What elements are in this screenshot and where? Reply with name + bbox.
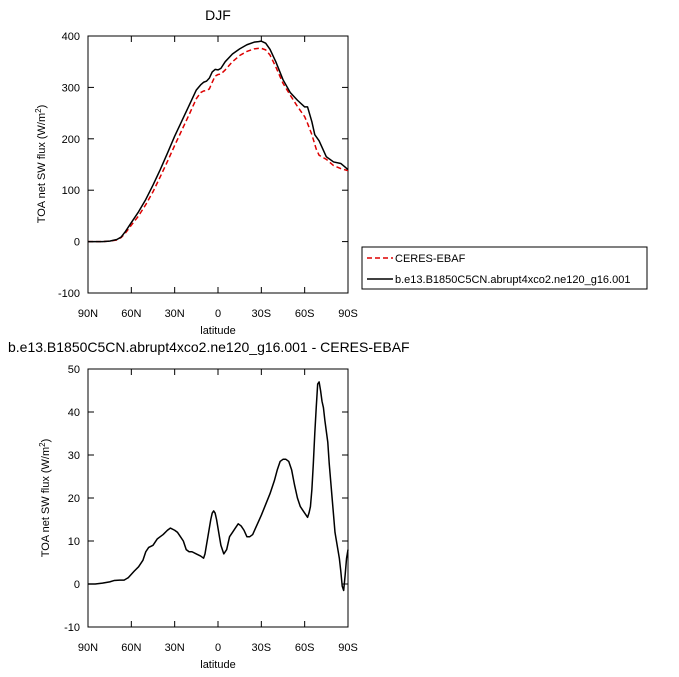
bottom-y-tick-label: 10	[68, 536, 80, 548]
top-series-line-0	[88, 47, 349, 243]
top-x-tick-label: 90S	[338, 308, 358, 320]
top-y-tick-label: 0	[74, 237, 80, 249]
bottom-plot-frame	[87, 368, 349, 628]
bottom-y-axis-label-sup: 2	[38, 442, 47, 447]
bottom-chart-title: b.e13.B1850C5CN.abrupt4xco2.ne120_g16.00…	[8, 339, 410, 355]
top-series-line-1	[88, 40, 349, 243]
bottom-x-tick-label: 60S	[295, 642, 315, 654]
bottom-x-tick-label: 30N	[165, 642, 185, 654]
bottom-x-tick-label: 90S	[338, 642, 358, 654]
top-y-ticks: -100 0 100 200 300 400	[58, 31, 348, 300]
top-y-tick-label: -100	[58, 288, 80, 300]
top-x-tick-label: 60N	[121, 308, 141, 320]
top-plot-area: -100 0 100 200 300 400 90N 60N 30N 0 30S 60S 90S	[58, 31, 358, 320]
top-series-group	[88, 40, 349, 243]
top-y-axis-label-main: TOA net SW flux (W/m	[36, 113, 48, 223]
bottom-plot-area: -10 0 10 20 30 40 50 90N 60N 30N 0 30S 60S 90S	[64, 364, 358, 654]
bottom-x-axis-label: latitude	[200, 659, 235, 671]
top-y-tick-label: 200	[62, 134, 80, 146]
bottom-series-line-0	[88, 381, 349, 592]
bottom-y-axis-label-end: )	[40, 439, 52, 443]
top-y-axis-label-end: )	[36, 105, 48, 109]
bottom-y-tick-label: 50	[68, 364, 80, 376]
legend: CERES-EBAF b.e13.B1850C5CN.abrupt4xco2.n…	[361, 246, 648, 290]
top-x-tick-label: 30S	[252, 308, 272, 320]
bottom-y-ticks: -10 0 10 20 30 40 50	[64, 364, 348, 634]
top-y-tick-label: 100	[62, 185, 80, 197]
top-x-axis-label: latitude	[200, 325, 235, 337]
bottom-y-axis-label-main: TOA net SW flux (W/m	[40, 447, 52, 557]
legend-label-ceres: CERES-EBAF	[395, 253, 466, 265]
top-x-tick-label: 60S	[295, 308, 315, 320]
top-y-axis-label-sup: 2	[34, 108, 43, 113]
bottom-y-tick-label: 20	[68, 493, 80, 505]
bottom-y-tick-label: 30	[68, 450, 80, 462]
top-x-tick-label: 30N	[165, 308, 185, 320]
top-y-tick-label: 400	[62, 31, 80, 43]
bottom-x-ticks: 90N 60N 30N 0 30S 60S 90S	[78, 369, 358, 654]
top-chart-title: DJF	[205, 7, 231, 23]
legend-box	[361, 246, 648, 290]
bottom-y-tick-label: -10	[64, 622, 80, 634]
bottom-x-tick-label: 90N	[78, 642, 98, 654]
bottom-chart: b.e13.B1850C5CN.abrupt4xco2.ne120_g16.00…	[8, 339, 410, 671]
top-x-tick-label: 90N	[78, 308, 98, 320]
bottom-y-tick-label: 40	[68, 407, 80, 419]
bottom-y-axis-label: TOA net SW flux (W/m2)	[38, 439, 52, 558]
bottom-x-tick-label: 60N	[121, 642, 141, 654]
bottom-y-tick-label: 0	[74, 579, 80, 591]
top-x-tick-label: 0	[215, 308, 221, 320]
bottom-x-tick-label: 0	[215, 642, 221, 654]
bottom-x-tick-label: 30S	[252, 642, 272, 654]
legend-label-model: b.e13.B1850C5CN.abrupt4xco2.ne120_g16.00…	[395, 274, 630, 286]
top-x-ticks: 90N 60N 30N 0 30S 60S 90S	[78, 36, 358, 320]
bottom-series-group	[88, 381, 349, 592]
top-y-axis-label: TOA net SW flux (W/m2)	[34, 105, 48, 224]
top-y-tick-label: 300	[62, 82, 80, 94]
